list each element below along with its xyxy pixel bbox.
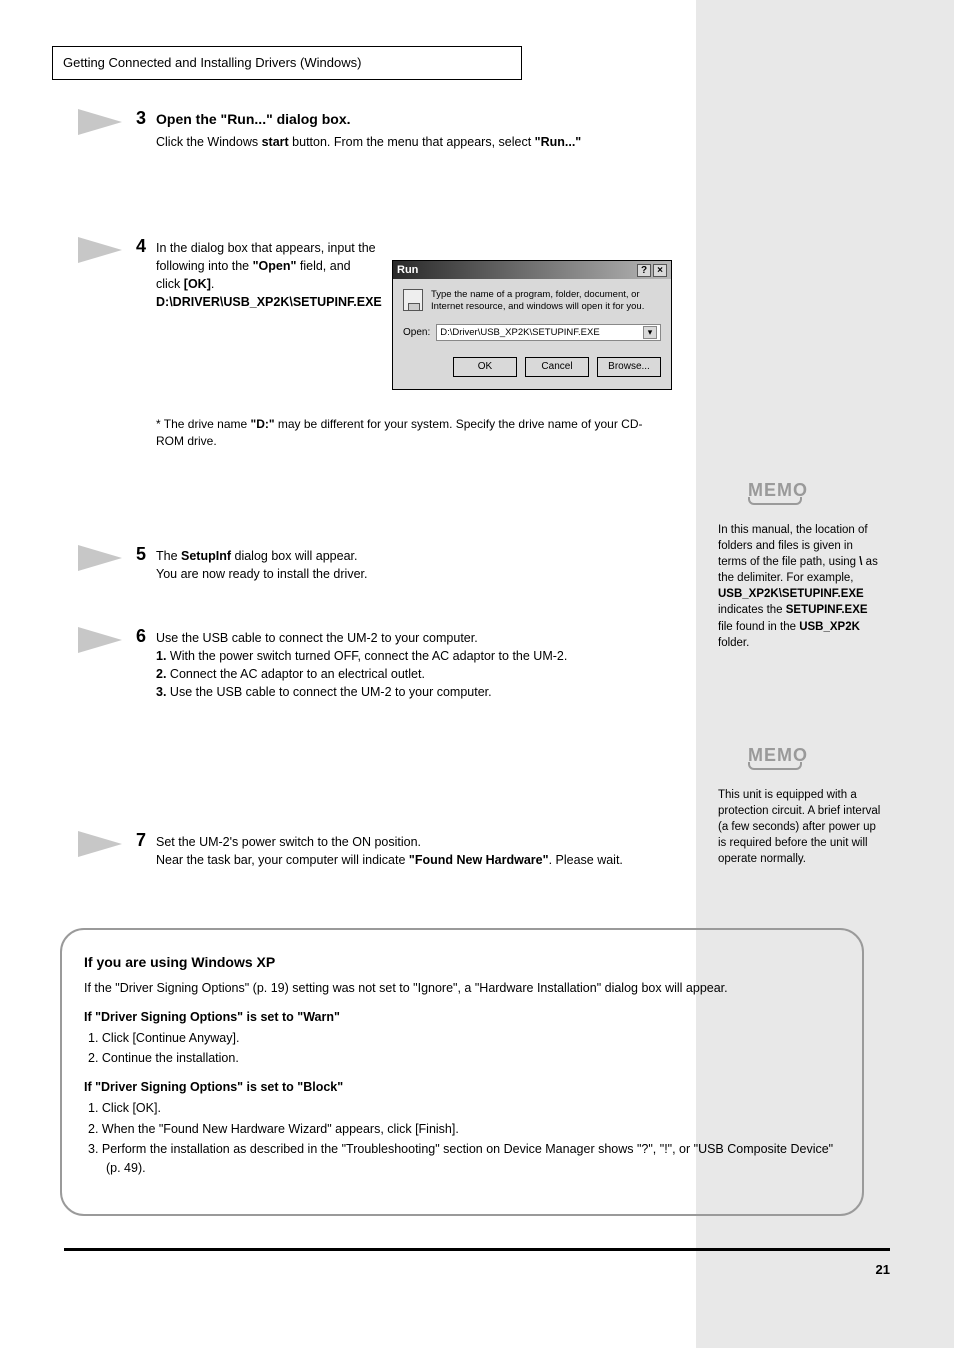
- page-header: Getting Connected and Installing Drivers…: [52, 46, 522, 80]
- step-body: In the dialog box that appears, input th…: [156, 239, 378, 312]
- callout-intro: If the "Driver Signing Options" (p. 19) …: [84, 979, 840, 998]
- callout-step: 3. Perform the installation as described…: [106, 1140, 840, 1178]
- page-root: Getting Connected and Installing Drivers…: [0, 0, 954, 1348]
- step-number: 4: [136, 236, 146, 257]
- memo-icon: MEMO: [748, 480, 808, 505]
- callout-case1-title: If "Driver Signing Options" is set to "W…: [84, 1008, 840, 1027]
- close-icon[interactable]: ×: [653, 264, 667, 277]
- callout-case2-title: If "Driver Signing Options" is set to "B…: [84, 1078, 840, 1097]
- step-number: 6: [136, 626, 146, 647]
- callout-box: If you are using Windows XP If the "Driv…: [60, 928, 864, 1216]
- callout-step: 2. When the "Found New Hardware Wizard" …: [106, 1120, 840, 1139]
- memo-icon: MEMO: [748, 745, 808, 770]
- step-arrow-icon: [78, 109, 122, 135]
- step-number: 7: [136, 830, 146, 851]
- step-title: Open the "Run..." dialog box.: [156, 111, 351, 127]
- step-body: Set the UM-2's power switch to the ON po…: [156, 833, 676, 869]
- open-input[interactable]: D:\Driver\USB_XP2K\SETUPINF.EXE ▾: [436, 324, 661, 341]
- step-arrow-icon: [78, 831, 122, 857]
- open-input-value: D:\Driver\USB_XP2K\SETUPINF.EXE: [440, 327, 599, 338]
- run-dialog: Run ? × Type the name of a program, fold…: [392, 260, 672, 390]
- callout-step: 1. Click [OK].: [106, 1099, 840, 1118]
- dropdown-icon[interactable]: ▾: [643, 326, 657, 339]
- open-label: Open:: [403, 327, 430, 338]
- memo-text: This unit is equipped with a protection …: [718, 787, 882, 867]
- cancel-button[interactable]: Cancel: [525, 357, 589, 377]
- step-body: The SetupInf dialog box will appear.You …: [156, 547, 666, 583]
- callout-title: If you are using Windows XP: [84, 952, 840, 973]
- ok-button[interactable]: OK: [453, 357, 517, 377]
- run-dialog-titlebar: Run ? ×: [393, 261, 671, 279]
- help-icon[interactable]: ?: [637, 264, 651, 277]
- browse-button[interactable]: Browse...: [597, 357, 661, 377]
- run-dialog-message: Type the name of a program, folder, docu…: [431, 289, 661, 314]
- memo-text: In this manual, the location of folders …: [718, 522, 882, 651]
- step-arrow-icon: [78, 237, 122, 263]
- footer-rule: [64, 1248, 890, 1251]
- step-number: 3: [136, 108, 146, 129]
- callout-step: 1. Click [Continue Anyway].: [106, 1029, 840, 1048]
- run-dialog-title: Run: [397, 264, 418, 276]
- step-body: Use the USB cable to connect the UM-2 to…: [156, 629, 676, 702]
- callout-step: 2. Continue the installation.: [106, 1049, 840, 1068]
- step-body: Click the Windows start button. From the…: [156, 133, 662, 151]
- step-number: 5: [136, 544, 146, 565]
- step-arrow-icon: [78, 627, 122, 653]
- page-number: 21: [876, 1262, 890, 1277]
- step-arrow-icon: [78, 545, 122, 571]
- step-note: * The drive name "D:" may be different f…: [156, 416, 666, 450]
- run-app-icon: [403, 289, 423, 311]
